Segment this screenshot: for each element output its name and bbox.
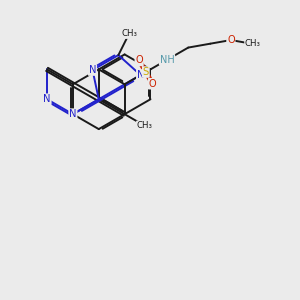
Text: N: N — [69, 109, 76, 119]
Text: CH₃: CH₃ — [121, 29, 137, 38]
Text: N: N — [43, 94, 51, 104]
Text: S: S — [143, 67, 149, 77]
Text: NH: NH — [160, 55, 174, 65]
Text: O: O — [149, 79, 156, 89]
Text: CH₃: CH₃ — [137, 121, 153, 130]
Text: CH₃: CH₃ — [245, 39, 261, 48]
Text: O: O — [135, 56, 143, 65]
Text: N: N — [137, 70, 144, 80]
Text: O: O — [227, 35, 235, 45]
Text: N: N — [89, 65, 96, 75]
